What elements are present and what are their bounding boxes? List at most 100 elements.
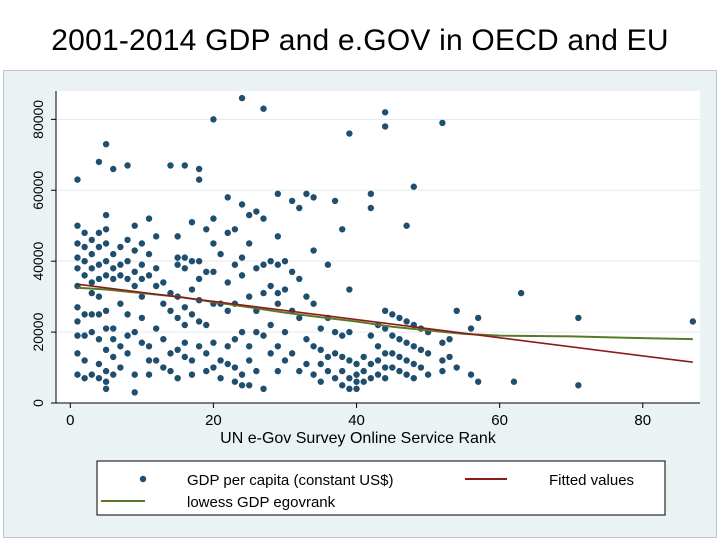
data-point <box>95 311 103 318</box>
data-point <box>389 332 396 339</box>
data-point <box>317 325 324 332</box>
data-point <box>346 130 353 137</box>
data-point <box>253 265 260 272</box>
data-point <box>181 339 188 346</box>
chart-frame: 0 20000 40000 60000 80000 0 20 40 60 80 UN e-Gov S… <box>3 70 717 538</box>
data-point <box>396 367 403 375</box>
data-point <box>145 371 153 378</box>
data-point <box>410 360 417 368</box>
data-point <box>217 250 224 258</box>
data-point <box>317 346 324 354</box>
data-point <box>238 371 246 378</box>
data-point <box>281 328 289 336</box>
data-point <box>396 335 403 343</box>
data-point <box>246 382 253 389</box>
data-point <box>224 360 231 368</box>
data-point <box>396 353 403 361</box>
legend-marker-gdp <box>139 475 147 483</box>
x-tick-label: 60 <box>491 412 508 429</box>
data-point <box>167 162 174 169</box>
data-point <box>410 343 417 350</box>
data-point <box>110 353 117 361</box>
data-point <box>124 350 131 357</box>
data-point <box>102 367 110 375</box>
data-point <box>346 328 353 336</box>
data-point <box>102 385 110 393</box>
data-point <box>203 226 210 233</box>
data-point <box>424 371 432 378</box>
data-point <box>238 328 246 336</box>
data-point <box>360 378 367 385</box>
data-point <box>260 332 267 339</box>
data-point <box>339 353 346 361</box>
data-point <box>210 215 217 222</box>
data-point <box>381 350 389 357</box>
data-point <box>181 254 188 261</box>
data-point <box>310 300 317 307</box>
data-point <box>167 289 174 297</box>
data-point <box>88 311 95 318</box>
data-point <box>260 215 267 222</box>
data-point <box>167 307 174 315</box>
data-point <box>424 350 432 357</box>
data-point <box>439 357 446 364</box>
data-point <box>88 371 95 378</box>
data-point <box>310 247 317 254</box>
data-point <box>246 357 253 364</box>
data-point <box>195 176 203 183</box>
data-point <box>124 236 131 244</box>
data-point <box>389 311 396 318</box>
data-point <box>231 364 239 371</box>
data-point <box>81 332 88 339</box>
data-point <box>331 328 339 336</box>
data-point <box>381 307 389 315</box>
data-point <box>517 289 525 297</box>
data-point <box>575 382 582 389</box>
data-point <box>138 339 146 346</box>
data-point <box>81 257 88 265</box>
data-point <box>95 243 103 251</box>
data-point <box>131 371 138 378</box>
data-point <box>195 275 203 283</box>
data-point <box>224 229 231 237</box>
data-point <box>439 339 446 346</box>
data-point <box>260 261 267 268</box>
data-point <box>353 378 360 385</box>
data-point <box>188 218 196 226</box>
data-point <box>253 208 260 215</box>
scatter-chart: 0 20000 40000 60000 80000 0 20 40 60 80 UN e-Gov S… <box>30 91 700 516</box>
data-point <box>281 257 289 265</box>
data-point <box>195 318 203 325</box>
data-point <box>102 257 110 265</box>
data-point <box>281 286 289 293</box>
data-point <box>131 389 138 396</box>
data-point <box>274 343 282 350</box>
data-point <box>467 325 475 332</box>
data-point <box>102 346 110 354</box>
data-point <box>231 261 239 268</box>
data-point <box>174 314 181 322</box>
legend-label-lowess: lowess GDP egovrank <box>187 494 336 511</box>
data-point <box>110 371 117 378</box>
data-point <box>274 367 282 375</box>
data-point <box>403 318 410 325</box>
data-point <box>296 275 303 283</box>
x-tick-label: 40 <box>348 412 365 429</box>
data-point <box>74 240 81 247</box>
data-point <box>102 325 110 332</box>
data-point <box>253 367 260 375</box>
data-point <box>217 357 224 364</box>
data-point <box>181 162 188 169</box>
data-point <box>346 357 353 364</box>
data-point <box>102 226 110 233</box>
data-point <box>174 374 181 382</box>
data-point <box>417 346 425 354</box>
data-point <box>474 314 482 322</box>
data-point <box>117 343 124 350</box>
data-point <box>110 165 117 173</box>
data-point <box>81 243 88 251</box>
data-point <box>152 325 160 332</box>
data-point <box>124 162 131 169</box>
data-point <box>102 307 110 315</box>
data-point <box>95 293 103 300</box>
